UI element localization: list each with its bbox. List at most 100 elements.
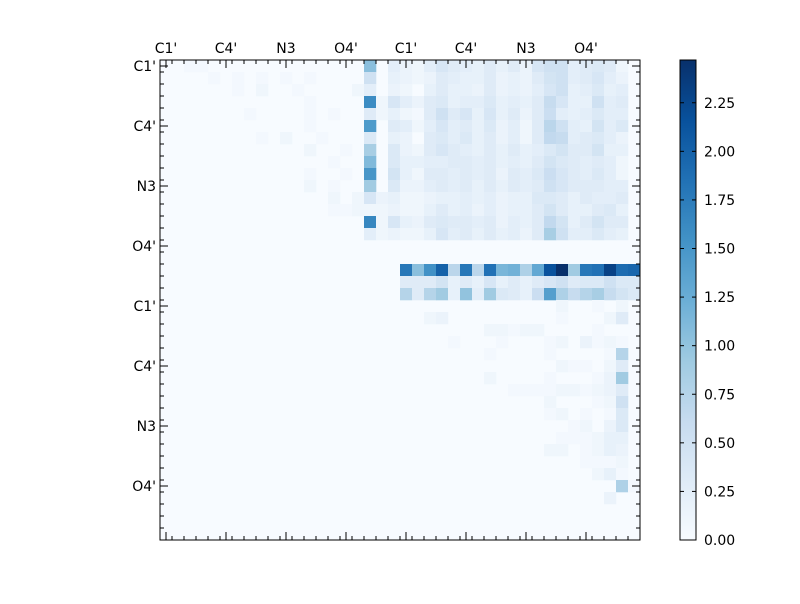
heatmap-cell	[520, 204, 533, 217]
heatmap-cell	[544, 132, 557, 145]
heatmap-cell	[616, 264, 629, 277]
heatmap-cell	[580, 408, 593, 421]
heatmap-cell	[400, 168, 413, 181]
heatmap-cell	[496, 132, 509, 145]
heatmap-cell	[604, 288, 617, 301]
heatmap-cell	[580, 72, 593, 85]
heatmap-cell	[196, 60, 209, 73]
heatmap-cell	[616, 216, 629, 229]
heatmap-cell	[364, 192, 377, 205]
heatmap-cell	[544, 276, 557, 289]
heatmap-cell	[364, 156, 377, 169]
heatmap-cell	[520, 120, 533, 133]
heatmap-cell	[592, 468, 605, 481]
heatmap-cell	[472, 60, 485, 73]
heatmap-cell	[556, 408, 569, 421]
heatmap-cell	[388, 108, 401, 121]
heatmap-cell	[208, 72, 221, 85]
heatmap-cell	[256, 84, 269, 97]
heatmap-cell	[532, 216, 545, 229]
heatmap-cell	[388, 204, 401, 217]
heatmap-cell	[508, 216, 521, 229]
heatmap-cell	[556, 72, 569, 85]
heatmap-cell	[460, 168, 473, 181]
heatmap-cell	[532, 72, 545, 85]
heatmap-cell	[616, 228, 629, 241]
heatmap-cell	[604, 420, 617, 433]
heatmap-cell	[484, 108, 497, 121]
heatmap-cell	[556, 276, 569, 289]
heatmap-cell	[256, 132, 269, 145]
heatmap-cell	[436, 168, 449, 181]
heatmap-cell	[544, 204, 557, 217]
heatmap-cell	[628, 276, 641, 289]
heatmap-cell	[508, 60, 521, 73]
heatmap-cell	[556, 180, 569, 193]
heatmap-cell	[376, 228, 389, 241]
heatmap-cell	[592, 396, 605, 409]
heatmap-cell	[508, 72, 521, 85]
heatmap-cell	[304, 72, 317, 85]
heatmap-cell	[592, 372, 605, 385]
heatmap-cell	[448, 144, 461, 157]
heatmap-cell	[232, 84, 245, 97]
heatmap-cell	[472, 156, 485, 169]
heatmap-cell	[472, 72, 485, 85]
heatmap-cell	[556, 168, 569, 181]
heatmap-cell	[400, 180, 413, 193]
heatmap-cell	[544, 228, 557, 241]
heatmap-cell	[340, 204, 353, 217]
heatmap-cell	[400, 132, 413, 145]
heatmap-cell	[604, 120, 617, 133]
heatmap-cell	[544, 444, 557, 457]
heatmap-cell	[568, 192, 581, 205]
heatmap-cell	[424, 216, 437, 229]
heatmap-cell	[604, 408, 617, 421]
heatmap-cell	[388, 96, 401, 109]
heatmap-cell	[400, 72, 413, 85]
heatmap-cell	[532, 192, 545, 205]
heatmap-cell	[556, 60, 569, 73]
heatmap-cell	[556, 204, 569, 217]
colorbar-ticks	[680, 102, 696, 541]
heatmap-cell	[412, 228, 425, 241]
heatmap-cell	[496, 96, 509, 109]
heatmap-cell	[352, 192, 365, 205]
heatmap-cell	[436, 180, 449, 193]
heatmap-cell	[436, 132, 449, 145]
heatmap-cell	[520, 384, 533, 397]
heatmap-cell	[436, 264, 449, 277]
heatmap-cell	[436, 192, 449, 205]
heatmap-cell	[436, 204, 449, 217]
colorbar-tick-label: 0.75	[704, 387, 735, 403]
heatmap-cell	[616, 168, 629, 181]
heatmap-cell	[280, 132, 293, 145]
heatmap-cell	[544, 120, 557, 133]
heatmap-cell	[592, 180, 605, 193]
heatmap-cell	[616, 336, 629, 349]
y-tick-label: C1'	[133, 299, 156, 315]
heatmap-cell	[568, 204, 581, 217]
heatmap-cell	[388, 144, 401, 157]
heatmap-cell	[616, 108, 629, 121]
heatmap-cell	[460, 216, 473, 229]
heatmap-cell	[532, 264, 545, 277]
heatmap-cell	[388, 192, 401, 205]
heatmap-cell	[616, 456, 629, 469]
heatmap-cell	[532, 180, 545, 193]
heatmap-cell	[484, 216, 497, 229]
heatmap-cell	[568, 228, 581, 241]
heatmap-cell	[412, 108, 425, 121]
heatmap-cell	[292, 84, 305, 97]
heatmap-cell	[616, 72, 629, 85]
heatmap-cell	[436, 228, 449, 241]
heatmap-cell	[544, 384, 557, 397]
heatmap-cell	[436, 60, 449, 73]
y-tick-label: C4'	[133, 119, 156, 135]
heatmap-cell	[580, 84, 593, 97]
heatmap-cell	[472, 96, 485, 109]
colorbar-tick-label: 1.75	[704, 193, 735, 209]
heatmap-cell	[484, 264, 497, 277]
heatmap-cell	[556, 444, 569, 457]
